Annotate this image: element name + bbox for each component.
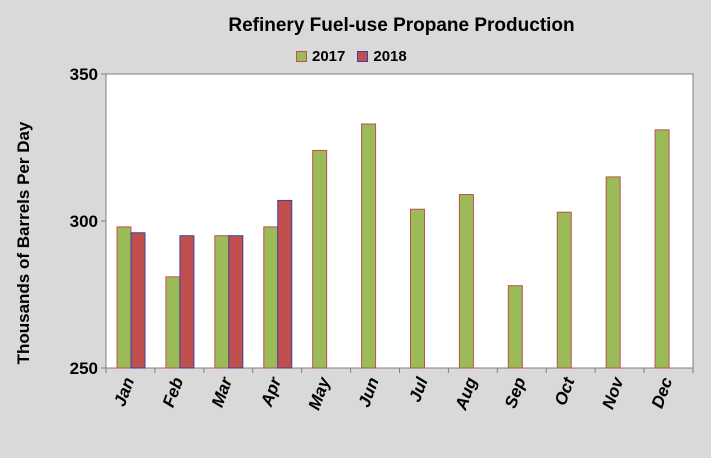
x-tick-label: Jan (110, 375, 138, 409)
x-tick-label: Jun (355, 375, 383, 410)
y-tick-label: 300 (70, 212, 98, 231)
x-tick-label: Aug (451, 374, 481, 413)
bar-2018-feb (179, 235, 195, 369)
bar-2017-feb (165, 276, 181, 369)
x-tick-label: Sep (501, 375, 530, 411)
bar-2018-mar (228, 235, 244, 369)
bar-2017-oct (556, 211, 572, 369)
legend: 2017 2018 (296, 48, 407, 65)
bar-2017-may (312, 149, 328, 369)
bar-2017-sep (507, 285, 523, 369)
bar-2017-apr (263, 226, 279, 369)
bar-2018-jan (130, 232, 146, 369)
bar-2017-nov (605, 176, 621, 369)
x-tick-label: Mar (208, 374, 237, 410)
bar-2017-aug (458, 194, 474, 369)
legend-item-2017: 2017 (296, 48, 345, 65)
x-tick-label: May (305, 373, 335, 412)
x-tick-label: Apr (257, 374, 286, 410)
x-tick-label: Dec (648, 374, 677, 410)
legend-label-2018: 2018 (373, 48, 407, 65)
bar-2017-dec (654, 129, 670, 369)
y-tick-label: 250 (70, 359, 98, 378)
legend-swatch-2017 (296, 51, 307, 62)
legend-item-2018: 2018 (357, 48, 407, 65)
legend-label-2017: 2017 (312, 48, 346, 65)
bar-2017-mar (214, 235, 230, 369)
legend-swatch-2018 (357, 51, 369, 62)
bar-2018-apr (277, 199, 293, 369)
x-axis: Jan Feb Mar Apr May Jun Jul Aug Sep Oct Nov Dec (105, 368, 694, 413)
bar-2017-jul (410, 208, 425, 369)
bars (116, 123, 670, 369)
x-tick-label: Nov (599, 373, 628, 411)
bar-2017-jun (361, 123, 377, 369)
chart-title: Refinery Fuel-use Propane Production (228, 15, 575, 36)
bar-2017-jan (116, 226, 132, 369)
x-tick-label: Jul (405, 374, 432, 405)
x-tick-label: Feb (159, 375, 187, 410)
x-tick-label: Oct (551, 374, 579, 408)
y-tick-label: 350 (70, 65, 98, 84)
y-axis: 250 300 350 (70, 65, 106, 378)
